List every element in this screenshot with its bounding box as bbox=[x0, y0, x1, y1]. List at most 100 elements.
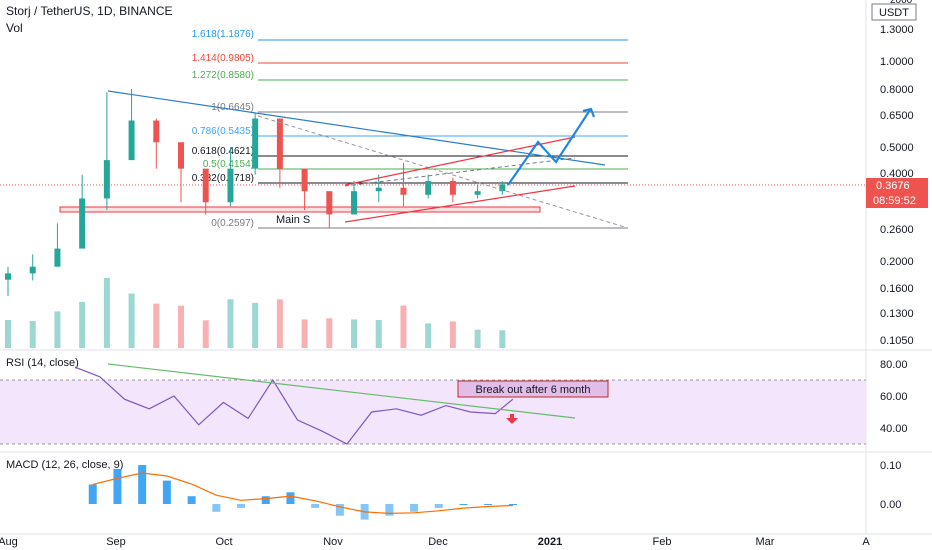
candle-body bbox=[375, 187, 382, 192]
projection-arrowhead-icon bbox=[582, 107, 596, 118]
volume-bar bbox=[276, 299, 283, 348]
macd-histogram-bar bbox=[88, 484, 97, 504]
countdown-value: 08:59:52 bbox=[873, 195, 916, 207]
macd-histogram-bar bbox=[113, 468, 122, 504]
price-tick: 1.0000 bbox=[880, 56, 914, 68]
candle-body bbox=[326, 191, 333, 215]
volume-bar bbox=[103, 278, 110, 348]
time-tick: Feb bbox=[653, 536, 672, 548]
rsi-label[interactable]: RSI (14, close) bbox=[6, 357, 79, 369]
fib-label: 1(0.6645) bbox=[211, 102, 254, 113]
price-tick: 1.3000 bbox=[880, 24, 914, 36]
candle-body bbox=[301, 168, 308, 192]
price-tick: 0.6500 bbox=[880, 110, 914, 122]
time-tick: 2021 bbox=[538, 536, 562, 548]
macd-histogram-bar bbox=[335, 504, 344, 516]
time-tick: Mar bbox=[756, 536, 775, 548]
candle-body bbox=[54, 248, 61, 267]
volume-bar bbox=[202, 320, 209, 348]
price-tick: 0.2600 bbox=[880, 224, 914, 236]
candle-body bbox=[400, 187, 407, 195]
candle-body bbox=[29, 266, 36, 274]
candle-body bbox=[252, 118, 259, 169]
candle-body bbox=[499, 184, 506, 192]
candle-body bbox=[202, 168, 209, 203]
price-tick: 0.1050 bbox=[880, 335, 914, 347]
time-axis[interactable]: Aug Sep Oct Nov Dec 2021 Feb Mar A bbox=[0, 536, 870, 548]
fib-label: 0.382(0.3718) bbox=[192, 173, 254, 184]
fib-label: 1.618(1.1876) bbox=[192, 29, 254, 40]
candle-body bbox=[474, 191, 481, 195]
candle-body bbox=[79, 198, 86, 249]
rsi-band bbox=[0, 380, 866, 444]
currency-box[interactable] bbox=[871, 3, 917, 21]
channel-lower-line[interactable] bbox=[344, 185, 576, 223]
descending-trendline[interactable] bbox=[107, 90, 606, 166]
rsi-line bbox=[74, 366, 514, 445]
price-tick: 0.4000 bbox=[880, 168, 914, 180]
fib-label: 1.272(0.8580) bbox=[192, 70, 254, 81]
time-tick: Dec bbox=[428, 536, 448, 548]
candle-body bbox=[103, 160, 110, 199]
main-support-zone[interactable] bbox=[59, 206, 541, 213]
volume-bars bbox=[5, 278, 506, 348]
volume-bar bbox=[29, 321, 36, 348]
volume-bar bbox=[425, 323, 432, 348]
candle-body bbox=[227, 168, 234, 203]
dashed-trendline[interactable] bbox=[257, 115, 629, 229]
candle-body bbox=[5, 273, 11, 280]
volume-bar bbox=[400, 305, 407, 348]
countdown-tag bbox=[866, 193, 928, 208]
volume-bar bbox=[375, 320, 382, 348]
candle-body bbox=[153, 120, 160, 143]
currency-label: USDT bbox=[879, 7, 909, 19]
macd-histogram-bar bbox=[410, 504, 419, 512]
candle-body bbox=[449, 181, 456, 195]
volume-bar bbox=[54, 311, 61, 348]
breakout-note-box[interactable] bbox=[457, 380, 609, 398]
macd-histogram-bar bbox=[434, 504, 443, 508]
volume-bar bbox=[326, 318, 333, 348]
volume-bar bbox=[153, 303, 160, 348]
macd-histogram-bar bbox=[311, 504, 320, 508]
macd-histogram-bar bbox=[261, 496, 270, 504]
macd-signal-line bbox=[92, 472, 513, 515]
time-tick: Aug bbox=[0, 536, 18, 548]
macd-histogram-bar bbox=[237, 504, 246, 508]
macd-histogram-bar bbox=[187, 496, 196, 504]
candle-body bbox=[276, 118, 283, 169]
fib-label: 0.786(0.5435) bbox=[192, 126, 254, 137]
last-price-tag bbox=[866, 178, 928, 193]
up-arrow-icon bbox=[506, 414, 518, 424]
time-tick: Oct bbox=[215, 536, 232, 548]
macd-tick: 0.00 bbox=[880, 499, 901, 511]
symbol-title[interactable]: Storj / TetherUS, 1D, BINANCE bbox=[6, 4, 173, 18]
projection-path[interactable] bbox=[507, 109, 591, 186]
macd-histogram-bar bbox=[508, 504, 517, 505]
macd-histogram-bar bbox=[138, 465, 147, 504]
channel-mid-line[interactable] bbox=[344, 157, 576, 187]
price-ticks: 1.3000 1.0000 0.8000 0.6500 0.5000 0.400… bbox=[880, 24, 914, 347]
rsi-trendline[interactable] bbox=[107, 363, 576, 419]
volume-bar bbox=[301, 319, 308, 348]
rsi-tick: 80.00 bbox=[880, 359, 908, 371]
volume-bar bbox=[178, 305, 185, 348]
macd-histogram-bar bbox=[162, 480, 171, 504]
volume-bar bbox=[449, 321, 456, 348]
rsi-tick: 40.00 bbox=[880, 423, 908, 435]
volume-label: Vol bbox=[6, 21, 23, 35]
volume-bar bbox=[5, 320, 11, 348]
macd-label[interactable]: MACD (12, 26, close, 9) bbox=[6, 459, 123, 471]
fib-label: 0.618(0.4621) bbox=[192, 146, 254, 157]
macd-histogram-bar bbox=[212, 504, 221, 512]
volume-bar bbox=[252, 302, 259, 348]
time-tick: Nov bbox=[323, 536, 343, 548]
macd-histogram-bar bbox=[459, 504, 468, 505]
fibonacci-retracement[interactable]: 1.618(1.1876) 1.414(0.9805) 1.272(0.8580… bbox=[192, 29, 628, 229]
macd-histogram-bar bbox=[385, 504, 394, 516]
candlesticks bbox=[5, 89, 506, 296]
price-tick-top-partial: 2000 bbox=[890, 0, 913, 6]
candle-body bbox=[128, 120, 135, 161]
